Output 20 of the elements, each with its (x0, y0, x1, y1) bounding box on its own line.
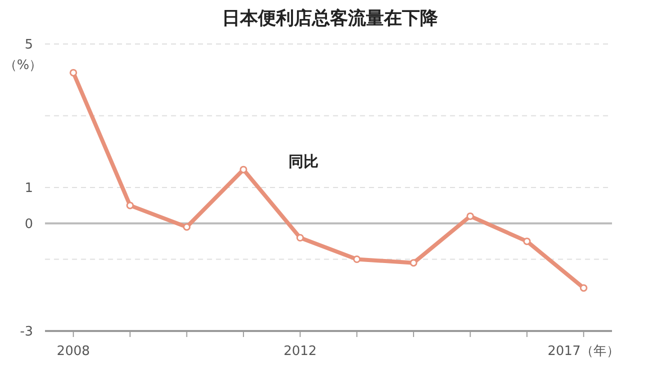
x-tick-label: 2012 (284, 344, 317, 359)
point (126, 202, 134, 210)
chart-title: 日本便利店总客流量在下降 (222, 8, 439, 29)
point (70, 68, 78, 76)
y-axis-title: （%） (4, 58, 42, 73)
x-tick-label: 2017（年） (548, 344, 620, 359)
y-tick-label: -3 (20, 324, 33, 340)
point (240, 166, 248, 174)
point (523, 238, 531, 246)
point (183, 223, 190, 231)
y-tick-label: 0 (24, 216, 33, 232)
point (466, 212, 474, 220)
point (353, 256, 361, 263)
x-tick-label: 2008 (56, 344, 90, 359)
y-tick-label: 5 (24, 38, 33, 53)
point (296, 234, 304, 242)
y-tick-label: 1 (24, 181, 33, 196)
point (580, 284, 588, 292)
point (410, 259, 418, 267)
text: 同比 (288, 152, 318, 171)
